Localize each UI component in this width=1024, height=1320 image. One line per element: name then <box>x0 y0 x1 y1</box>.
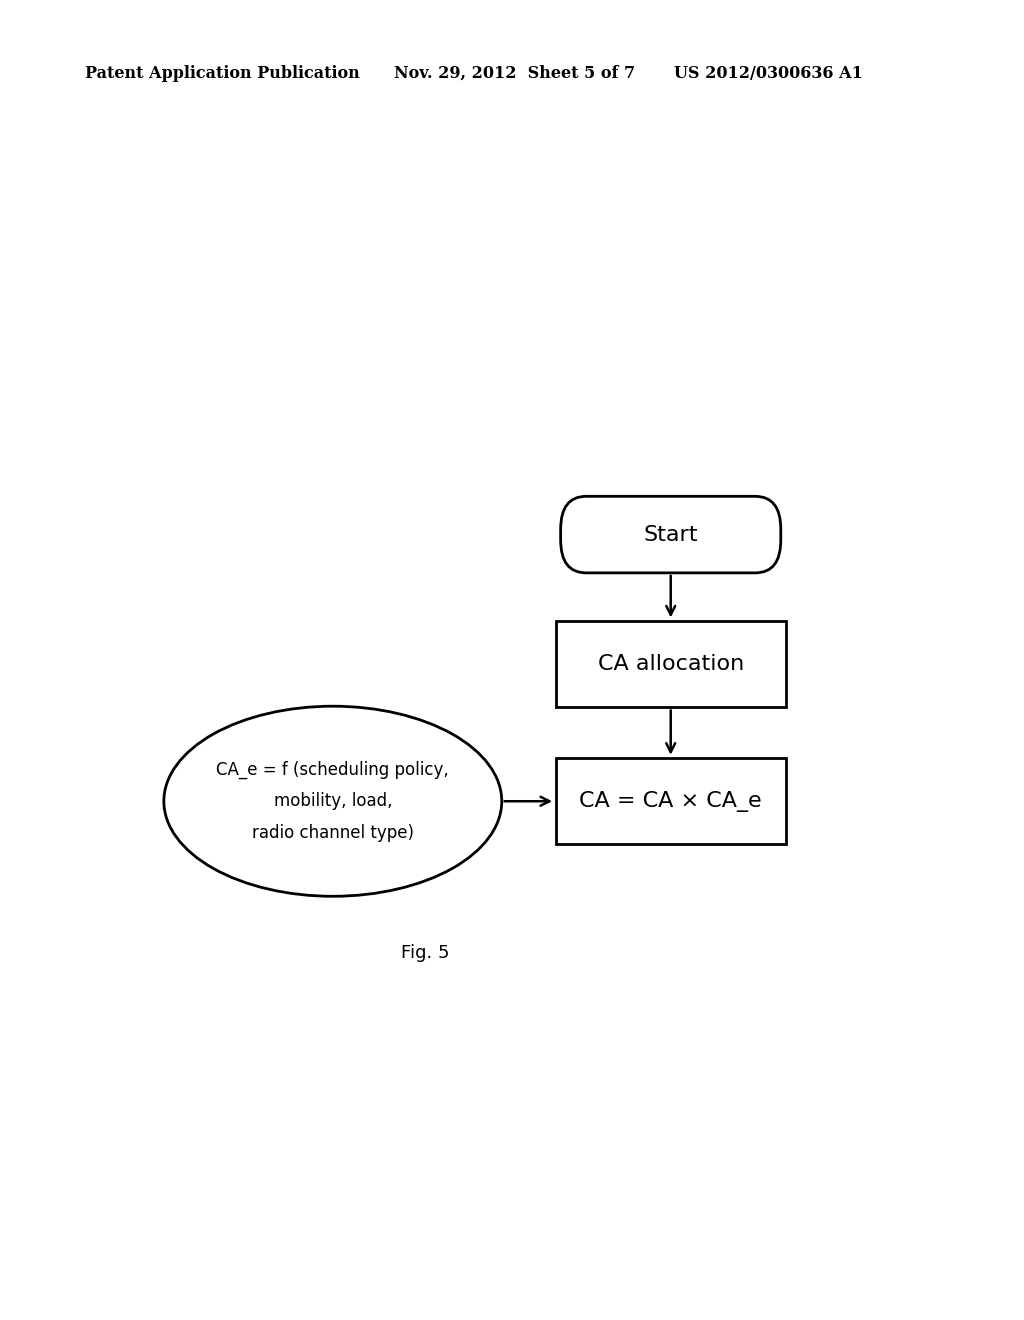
Text: mobility, load,: mobility, load, <box>273 792 392 810</box>
Text: Fig. 5: Fig. 5 <box>400 944 450 962</box>
Text: Nov. 29, 2012  Sheet 5 of 7: Nov. 29, 2012 Sheet 5 of 7 <box>394 65 635 82</box>
FancyBboxPatch shape <box>555 758 786 845</box>
Text: radio channel type): radio channel type) <box>252 824 414 842</box>
Text: Patent Application Publication: Patent Application Publication <box>85 65 359 82</box>
Text: CA allocation: CA allocation <box>598 653 743 675</box>
FancyBboxPatch shape <box>555 620 786 708</box>
Ellipse shape <box>164 706 502 896</box>
Text: US 2012/0300636 A1: US 2012/0300636 A1 <box>674 65 862 82</box>
Text: CA_e = f (scheduling policy,: CA_e = f (scheduling policy, <box>216 760 450 779</box>
FancyBboxPatch shape <box>561 496 780 573</box>
Text: Start: Start <box>643 524 698 545</box>
Text: CA = CA × CA_e: CA = CA × CA_e <box>580 791 762 812</box>
